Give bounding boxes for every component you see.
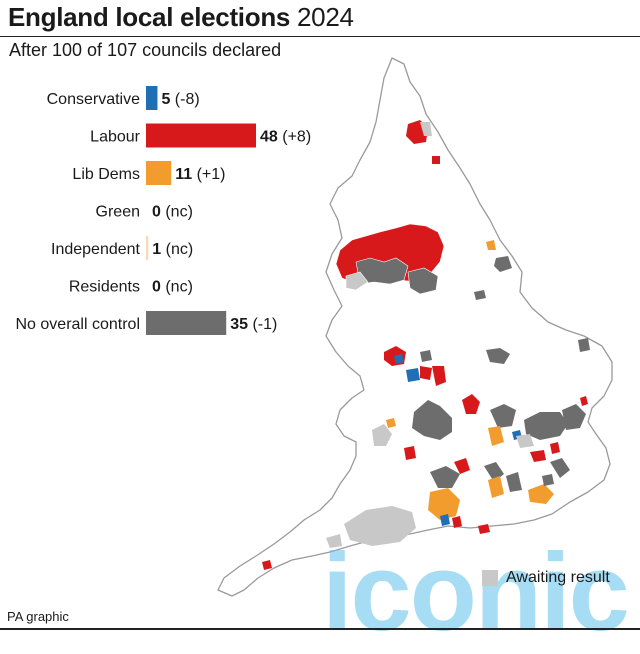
region-noc-midlands: [420, 350, 432, 362]
region-noc-central: [412, 400, 452, 440]
region-labour-london-2: [550, 442, 560, 454]
region-labour-essex: [580, 396, 588, 406]
results-bar-chart: Conservative 5 (-8) Labour 48 (+8) Lib Dems 1…: [16, 86, 311, 335]
bar: [146, 236, 149, 260]
bar-value-label: 35 (-1): [230, 316, 277, 333]
region-libdem-thames: [488, 476, 504, 498]
region-libdem-hampshire: [428, 488, 460, 520]
region-noc-essex: [562, 404, 586, 430]
region-noc-central-3: [524, 412, 568, 440]
region-labour-london: [530, 450, 546, 462]
chart-title: England local elections 2024: [8, 2, 354, 32]
region-noc-kent-2: [542, 474, 554, 486]
bar-label: Residents: [69, 279, 140, 296]
region-awaiting-london: [516, 434, 534, 448]
awaiting-result-label: Awaiting result: [506, 569, 610, 586]
bar-label: Conservative: [47, 91, 140, 108]
region-labour-midlands-2: [420, 366, 432, 380]
bar-value-label: 48 (+8): [260, 129, 311, 146]
region-noc-thames-3: [506, 472, 522, 492]
region-noc-north-2: [407, 267, 439, 295]
england-outline: [217, 57, 613, 597]
region-awaiting-northeast: [420, 122, 432, 136]
bar: [146, 123, 256, 148]
region-libdem-west: [386, 418, 396, 428]
bar-value-label: 0 (nc): [152, 279, 193, 296]
region-labour-midlands-3: [432, 366, 446, 386]
region-noc-lincs: [474, 290, 486, 300]
region-noc-thames: [430, 466, 460, 488]
region-labour-southampton: [452, 516, 462, 528]
region-labour-thames: [454, 458, 470, 474]
bar-value-label: 0 (nc): [152, 204, 193, 221]
region-con-midlands-2: [406, 368, 420, 382]
bar-value-label: 5 (-8): [161, 91, 199, 108]
region-con-hampshire: [440, 514, 450, 526]
region-labour-central: [462, 394, 480, 414]
region-libdem-central: [488, 426, 504, 446]
region-awaiting-north: [345, 271, 369, 291]
region-labour-south-2: [478, 524, 490, 534]
region-awaiting-southwest-2: [326, 534, 342, 548]
bar-label: Green: [96, 204, 140, 221]
bar: [146, 86, 158, 110]
region-libdem-yorkshire: [486, 240, 496, 250]
bar-label: Independent: [51, 241, 141, 258]
region-con-midlands: [394, 354, 404, 364]
region-labour-west: [404, 446, 416, 460]
bar-label: Labour: [90, 129, 140, 146]
region-awaiting-southwest: [344, 506, 416, 546]
bar: [146, 161, 172, 185]
bar-label: No overall control: [16, 316, 141, 333]
bottom-divider: [0, 628, 640, 630]
region-noc-kent: [550, 458, 570, 478]
awaiting-result-swatch: [482, 570, 498, 586]
region-labour-plymouth: [262, 560, 272, 570]
region-awaiting-west: [372, 424, 392, 446]
title-divider: [0, 36, 640, 37]
source-note: PA graphic: [7, 609, 69, 624]
bar: [146, 311, 227, 335]
chart-subtitle: After 100 of 107 councils declared: [9, 40, 282, 60]
england-map: [217, 57, 613, 597]
bar-label: Lib Dems: [72, 166, 140, 183]
awaiting-result-legend: Awaiting result: [482, 569, 610, 587]
region-noc-central-2: [490, 404, 516, 428]
bar-value-label: 11 (+1): [175, 166, 225, 183]
region-noc-east-mid: [486, 348, 510, 364]
region-libdem-kent: [528, 484, 554, 504]
region-noc-east: [578, 338, 590, 352]
bar-value-label: 1 (nc): [152, 241, 193, 258]
region-labour-hartlepool: [432, 156, 440, 164]
region-noc-yorkshire: [494, 256, 512, 272]
